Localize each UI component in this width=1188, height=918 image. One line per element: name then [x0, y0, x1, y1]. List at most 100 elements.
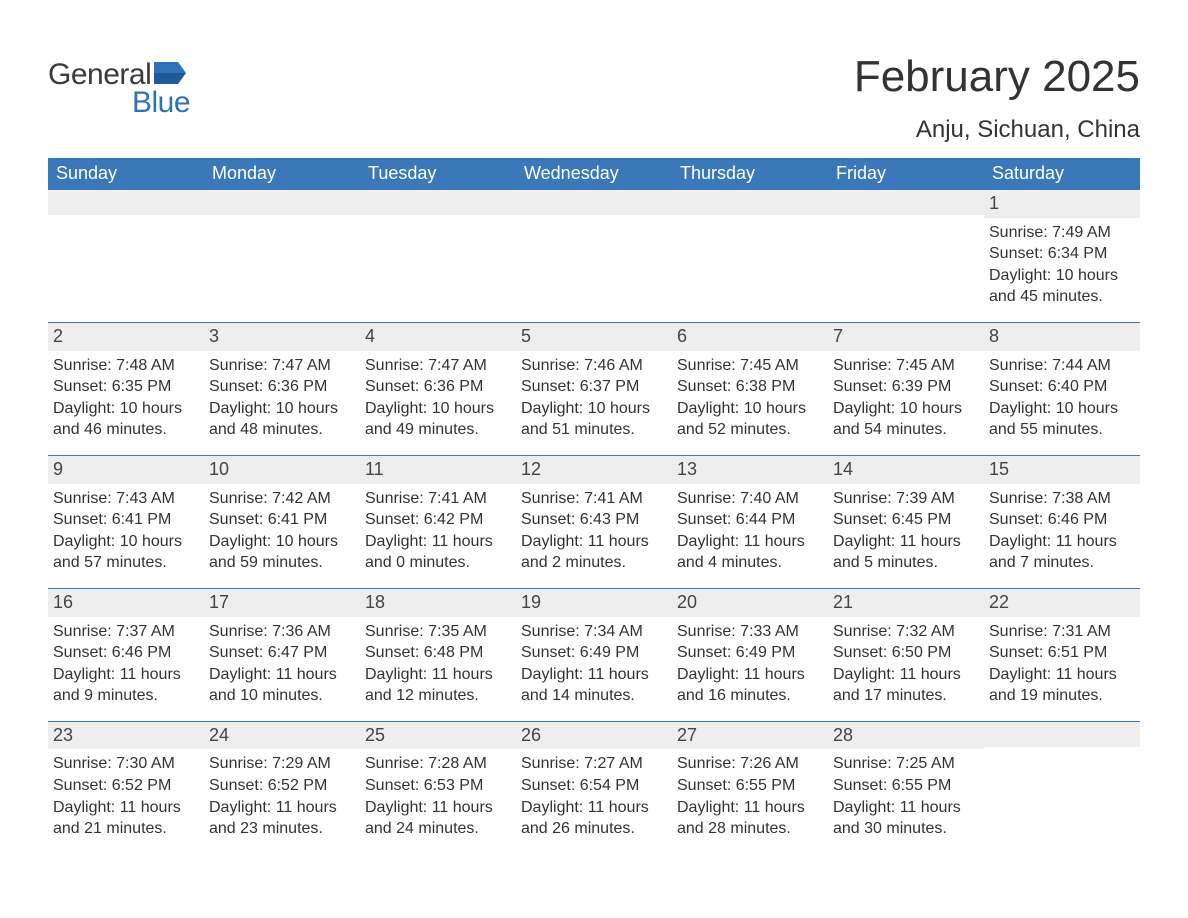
- day-cell: 2Sunrise: 7:48 AMSunset: 6:35 PMDaylight…: [48, 323, 204, 443]
- daylight-text: Daylight: 11 hours and 9 minutes.: [53, 664, 199, 707]
- sunrise-text: Sunrise: 7:45 AM: [833, 355, 979, 377]
- sunrise-text: Sunrise: 7:27 AM: [521, 753, 667, 775]
- week-row: 23Sunrise: 7:30 AMSunset: 6:52 PMDayligh…: [48, 721, 1140, 842]
- day-cell: 28Sunrise: 7:25 AMSunset: 6:55 PMDayligh…: [828, 722, 984, 842]
- day-details: Sunrise: 7:44 AMSunset: 6:40 PMDaylight:…: [984, 351, 1140, 443]
- sunrise-text: Sunrise: 7:48 AM: [53, 355, 199, 377]
- sunset-text: Sunset: 6:50 PM: [833, 642, 979, 664]
- day-number: 28: [828, 722, 984, 750]
- day-details: Sunrise: 7:45 AMSunset: 6:39 PMDaylight:…: [828, 351, 984, 443]
- sunrise-text: Sunrise: 7:39 AM: [833, 488, 979, 510]
- day-cell: 22Sunrise: 7:31 AMSunset: 6:51 PMDayligh…: [984, 589, 1140, 709]
- day-cell: 9Sunrise: 7:43 AMSunset: 6:41 PMDaylight…: [48, 456, 204, 576]
- day-number: 5: [516, 323, 672, 351]
- sunrise-text: Sunrise: 7:33 AM: [677, 621, 823, 643]
- day-details: Sunrise: 7:40 AMSunset: 6:44 PMDaylight:…: [672, 484, 828, 576]
- week-row: 9Sunrise: 7:43 AMSunset: 6:41 PMDaylight…: [48, 455, 1140, 576]
- day-details: [204, 215, 360, 221]
- day-number: 15: [984, 456, 1140, 484]
- daylight-text: Daylight: 11 hours and 26 minutes.: [521, 797, 667, 840]
- sunset-text: Sunset: 6:36 PM: [365, 376, 511, 398]
- day-details: Sunrise: 7:47 AMSunset: 6:36 PMDaylight:…: [204, 351, 360, 443]
- day-details: Sunrise: 7:32 AMSunset: 6:50 PMDaylight:…: [828, 617, 984, 709]
- day-details: Sunrise: 7:33 AMSunset: 6:49 PMDaylight:…: [672, 617, 828, 709]
- day-details: Sunrise: 7:37 AMSunset: 6:46 PMDaylight:…: [48, 617, 204, 709]
- day-cell: 1Sunrise: 7:49 AMSunset: 6:34 PMDaylight…: [984, 190, 1140, 310]
- weekday-header: Sunday: [48, 158, 204, 190]
- sunset-text: Sunset: 6:46 PM: [53, 642, 199, 664]
- day-number: [516, 190, 672, 215]
- sunset-text: Sunset: 6:40 PM: [989, 376, 1135, 398]
- day-cell: 5Sunrise: 7:46 AMSunset: 6:37 PMDaylight…: [516, 323, 672, 443]
- weekday-header: Saturday: [984, 158, 1140, 190]
- sunset-text: Sunset: 6:47 PM: [209, 642, 355, 664]
- day-cell: [204, 190, 360, 310]
- day-cell: 25Sunrise: 7:28 AMSunset: 6:53 PMDayligh…: [360, 722, 516, 842]
- daylight-text: Daylight: 11 hours and 21 minutes.: [53, 797, 199, 840]
- day-number: 8: [984, 323, 1140, 351]
- day-details: Sunrise: 7:31 AMSunset: 6:51 PMDaylight:…: [984, 617, 1140, 709]
- day-cell: 26Sunrise: 7:27 AMSunset: 6:54 PMDayligh…: [516, 722, 672, 842]
- day-details: [516, 215, 672, 221]
- sunrise-text: Sunrise: 7:26 AM: [677, 753, 823, 775]
- day-details: [984, 747, 1140, 753]
- sunset-text: Sunset: 6:54 PM: [521, 775, 667, 797]
- sunset-text: Sunset: 6:48 PM: [365, 642, 511, 664]
- day-number: 10: [204, 456, 360, 484]
- day-cell: 16Sunrise: 7:37 AMSunset: 6:46 PMDayligh…: [48, 589, 204, 709]
- day-number: [828, 190, 984, 215]
- day-details: Sunrise: 7:41 AMSunset: 6:42 PMDaylight:…: [360, 484, 516, 576]
- day-details: [48, 215, 204, 221]
- daylight-text: Daylight: 11 hours and 4 minutes.: [677, 531, 823, 574]
- sunset-text: Sunset: 6:41 PM: [209, 509, 355, 531]
- sunset-text: Sunset: 6:38 PM: [677, 376, 823, 398]
- daylight-text: Daylight: 11 hours and 10 minutes.: [209, 664, 355, 707]
- sunrise-text: Sunrise: 7:32 AM: [833, 621, 979, 643]
- day-cell: 24Sunrise: 7:29 AMSunset: 6:52 PMDayligh…: [204, 722, 360, 842]
- day-details: Sunrise: 7:49 AMSunset: 6:34 PMDaylight:…: [984, 218, 1140, 310]
- day-cell: 12Sunrise: 7:41 AMSunset: 6:43 PMDayligh…: [516, 456, 672, 576]
- daylight-text: Daylight: 10 hours and 45 minutes.: [989, 265, 1135, 308]
- day-cell: 11Sunrise: 7:41 AMSunset: 6:42 PMDayligh…: [360, 456, 516, 576]
- sunset-text: Sunset: 6:46 PM: [989, 509, 1135, 531]
- daylight-text: Daylight: 10 hours and 54 minutes.: [833, 398, 979, 441]
- sunrise-text: Sunrise: 7:31 AM: [989, 621, 1135, 643]
- daylight-text: Daylight: 11 hours and 30 minutes.: [833, 797, 979, 840]
- day-number: 22: [984, 589, 1140, 617]
- sunrise-text: Sunrise: 7:47 AM: [209, 355, 355, 377]
- brand-logo: General Blue: [48, 30, 190, 120]
- sunset-text: Sunset: 6:43 PM: [521, 509, 667, 531]
- day-number: 23: [48, 722, 204, 750]
- day-number: [984, 722, 1140, 747]
- day-number: 25: [360, 722, 516, 750]
- weekday-header: Wednesday: [516, 158, 672, 190]
- daylight-text: Daylight: 11 hours and 14 minutes.: [521, 664, 667, 707]
- sunset-text: Sunset: 6:37 PM: [521, 376, 667, 398]
- week-row: 16Sunrise: 7:37 AMSunset: 6:46 PMDayligh…: [48, 588, 1140, 709]
- day-cell: [672, 190, 828, 310]
- daylight-text: Daylight: 11 hours and 17 minutes.: [833, 664, 979, 707]
- day-cell: [516, 190, 672, 310]
- sunrise-text: Sunrise: 7:35 AM: [365, 621, 511, 643]
- day-cell: 19Sunrise: 7:34 AMSunset: 6:49 PMDayligh…: [516, 589, 672, 709]
- daylight-text: Daylight: 11 hours and 2 minutes.: [521, 531, 667, 574]
- sunrise-text: Sunrise: 7:41 AM: [365, 488, 511, 510]
- sunrise-text: Sunrise: 7:42 AM: [209, 488, 355, 510]
- brand-word-2: Blue: [48, 86, 190, 120]
- day-number: [360, 190, 516, 215]
- day-details: Sunrise: 7:30 AMSunset: 6:52 PMDaylight:…: [48, 749, 204, 841]
- day-number: 19: [516, 589, 672, 617]
- day-details: Sunrise: 7:42 AMSunset: 6:41 PMDaylight:…: [204, 484, 360, 576]
- month-title: February 2025: [854, 52, 1140, 102]
- sunset-text: Sunset: 6:39 PM: [833, 376, 979, 398]
- day-cell: 6Sunrise: 7:45 AMSunset: 6:38 PMDaylight…: [672, 323, 828, 443]
- sunrise-text: Sunrise: 7:29 AM: [209, 753, 355, 775]
- daylight-text: Daylight: 10 hours and 46 minutes.: [53, 398, 199, 441]
- sunrise-text: Sunrise: 7:28 AM: [365, 753, 511, 775]
- day-number: 4: [360, 323, 516, 351]
- day-cell: [984, 722, 1140, 842]
- day-number: 7: [828, 323, 984, 351]
- daylight-text: Daylight: 10 hours and 51 minutes.: [521, 398, 667, 441]
- day-details: Sunrise: 7:41 AMSunset: 6:43 PMDaylight:…: [516, 484, 672, 576]
- day-details: Sunrise: 7:35 AMSunset: 6:48 PMDaylight:…: [360, 617, 516, 709]
